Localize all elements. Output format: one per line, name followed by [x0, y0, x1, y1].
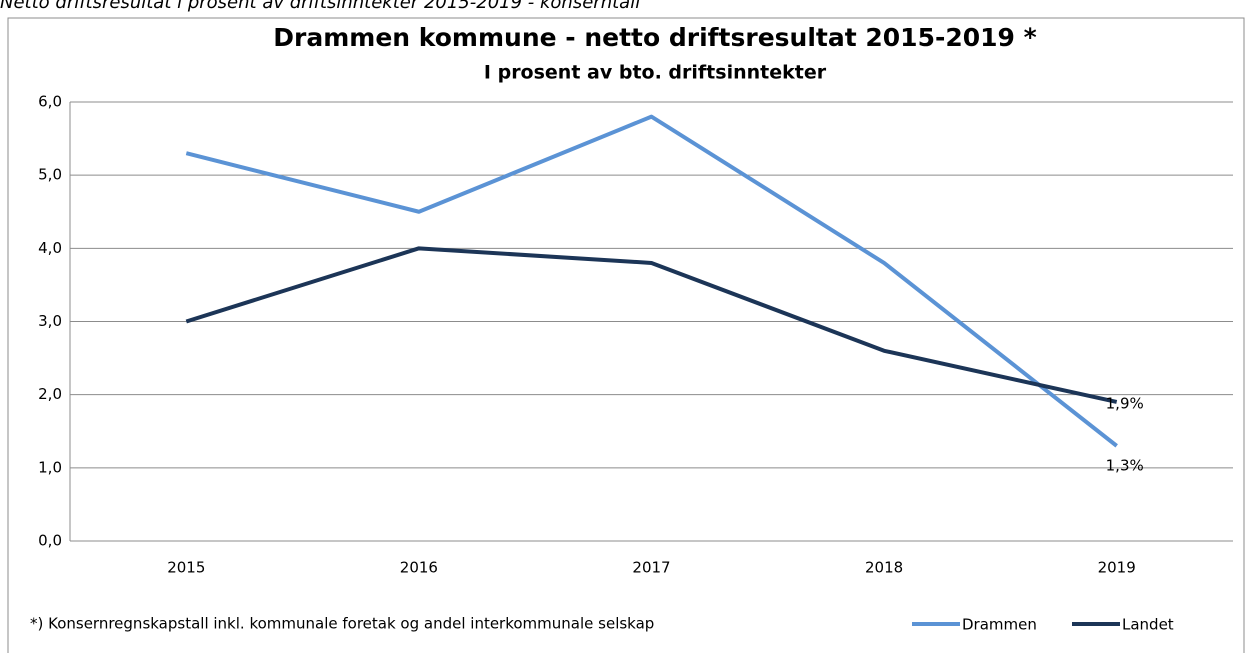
y-tick-label: 0,0	[38, 532, 62, 550]
y-tick-label: 1,0	[38, 458, 62, 476]
chart-subtitle: I prosent av bto. driftsinntekter	[484, 62, 827, 84]
legend-label: Drammen	[962, 616, 1037, 634]
data-label: 1,9%	[1106, 394, 1144, 412]
chart-title: Drammen kommune - netto driftsresultat 2…	[273, 23, 1036, 52]
x-tick-label: 2016	[400, 559, 438, 577]
x-tick-label: 2018	[865, 559, 903, 577]
y-tick-label: 6,0	[38, 93, 62, 111]
x-tick-label: 2019	[1098, 559, 1136, 577]
y-tick-label: 3,0	[38, 312, 62, 330]
series-line	[185, 114, 1118, 448]
data-label: 1,3%	[1106, 456, 1144, 474]
y-tick-label: 5,0	[38, 166, 62, 184]
y-tick-label: 2,0	[38, 385, 62, 403]
series-line	[185, 246, 1118, 404]
legend-label: Landet	[1122, 616, 1174, 634]
x-tick-label: 2015	[167, 559, 205, 577]
y-tick-label: 4,0	[38, 239, 62, 257]
x-tick-label: 2017	[632, 559, 670, 577]
footnote: *) Konsernregnskapstall inkl. kommunale …	[30, 615, 654, 633]
caption: Netto driftsresultat i prosent av drifts…	[0, 0, 640, 13]
chart-frame	[7, 17, 1245, 653]
